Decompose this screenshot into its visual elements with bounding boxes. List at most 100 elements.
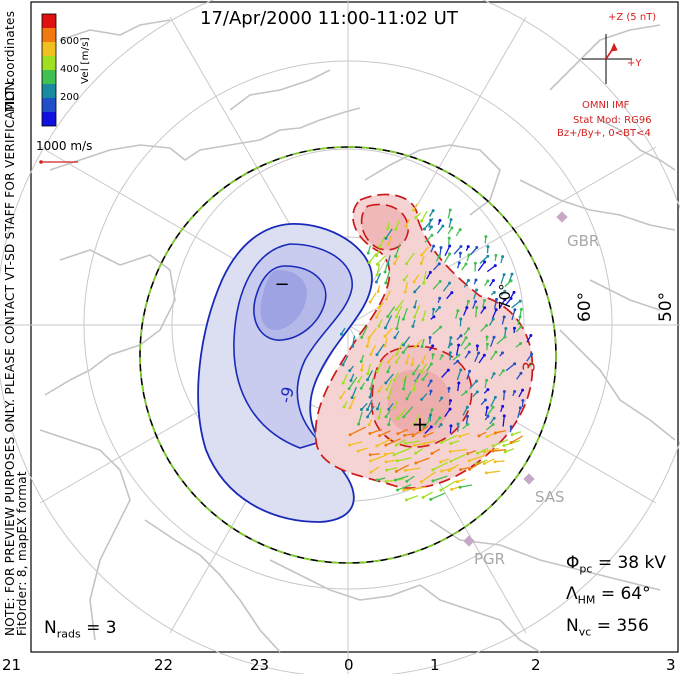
velocity-vector xyxy=(453,246,462,255)
velocity-vector-origin xyxy=(437,262,441,266)
velocity-vector-origin xyxy=(491,423,495,427)
velocity-vector-origin xyxy=(502,389,506,393)
velocity-vector xyxy=(505,448,515,453)
hm-boundary-dashes xyxy=(139,146,557,564)
velocity-vector xyxy=(385,290,391,300)
velocity-vector-origin xyxy=(401,343,405,347)
velocity-vector-origin xyxy=(420,397,424,401)
velocity-vector-origin xyxy=(387,242,391,246)
velocity-vector-origin xyxy=(430,408,434,412)
stat-lambda-symbol: Λ xyxy=(566,584,578,604)
velocity-vector xyxy=(412,364,421,375)
velocity-vector-origin xyxy=(394,360,398,364)
velocity-vector xyxy=(470,247,478,256)
velocity-vector-origin xyxy=(513,389,517,393)
velocity-vector-origin xyxy=(458,434,462,438)
velocity-vector-origin xyxy=(486,414,490,418)
stat-lambda-value: = 64° xyxy=(600,584,651,604)
velocity-vector-origin xyxy=(513,308,517,312)
velocity-vector-origin xyxy=(512,290,516,294)
mlt-tick-22: 22 xyxy=(154,656,174,674)
velocity-vector-origin xyxy=(513,362,517,366)
velocity-vector xyxy=(349,395,357,409)
velocity-vector-origin xyxy=(386,370,390,374)
velocity-vector xyxy=(413,486,427,490)
velocity-vector-origin xyxy=(429,362,433,366)
velocity-vector-origin xyxy=(419,480,423,484)
velocity-vector-origin xyxy=(402,415,406,419)
velocity-vector xyxy=(460,466,471,471)
velocity-vector xyxy=(475,307,478,318)
latitude-label-60: 60° xyxy=(575,291,595,322)
velocity-vector-origin xyxy=(432,315,436,319)
velocity-vector-origin xyxy=(519,325,523,329)
stat-n-vc: Nvc = 356 xyxy=(566,616,649,638)
velocity-vector-origin xyxy=(404,225,408,229)
velocity-vector-origin xyxy=(413,305,417,309)
velocity-vector-origin xyxy=(502,444,506,448)
velocity-vector-origin xyxy=(392,453,396,457)
velocity-vector-origin xyxy=(448,407,452,411)
velocity-vector-origin xyxy=(494,308,498,312)
velocity-vector xyxy=(414,339,423,348)
velocity-vector-origin xyxy=(530,352,534,356)
velocity-vector-origin xyxy=(419,370,423,374)
velocity-vector xyxy=(387,387,393,399)
velocity-vector-origin xyxy=(484,324,488,328)
velocity-vector-origin xyxy=(493,264,497,268)
velocity-vector xyxy=(405,467,421,471)
velocity-vector xyxy=(342,355,349,366)
imf-clock-dial xyxy=(582,34,632,84)
scale-vector-label: 1000 m/s xyxy=(36,139,93,153)
velocity-vector-origin xyxy=(458,485,462,489)
velocity-vector xyxy=(384,260,389,273)
velocity-vector xyxy=(424,431,434,437)
stat-nvc-value: = 356 xyxy=(596,616,649,636)
velocity-vector-origin xyxy=(466,452,470,456)
velocity-vector xyxy=(404,281,409,292)
velocity-vector-origin xyxy=(348,433,352,437)
velocity-vector-origin xyxy=(440,469,444,473)
velocity-vector-origin xyxy=(502,414,506,418)
velocity-vector-origin xyxy=(465,306,469,310)
velocity-vector xyxy=(450,448,467,453)
velocity-vector xyxy=(491,309,497,319)
velocity-vector-origin xyxy=(447,386,451,390)
velocity-vector-origin xyxy=(378,245,382,249)
velocity-vector xyxy=(370,377,374,389)
mlt-tick-2: 2 xyxy=(531,656,541,674)
velocity-vector-origin xyxy=(457,261,461,265)
velocity-vector xyxy=(415,457,430,464)
velocity-vector-origin xyxy=(432,307,436,311)
velocity-vector-origin xyxy=(422,281,426,285)
velocity-vector-origin xyxy=(501,255,505,259)
velocity-vector xyxy=(490,351,497,361)
velocity-vector-origin xyxy=(401,350,405,354)
velocity-vector xyxy=(357,447,368,452)
velocity-vector-origin xyxy=(375,254,379,258)
velocity-vector-origin xyxy=(368,431,372,435)
velocity-vector xyxy=(395,220,400,230)
velocity-vector-origin xyxy=(356,449,360,453)
velocity-vector xyxy=(393,447,411,456)
velocity-vector-origin xyxy=(375,273,379,277)
velocity-vector-origin xyxy=(475,246,479,250)
velocity-vector xyxy=(349,426,367,436)
velocity-vector-origin xyxy=(385,388,389,392)
velocity-vector xyxy=(500,274,505,284)
velocity-vector-origin xyxy=(492,290,496,294)
velocity-vector-origin xyxy=(412,208,416,212)
velocity-vector xyxy=(441,434,458,443)
velocity-vector-origin xyxy=(430,451,434,455)
velocity-vector-origin xyxy=(431,353,435,357)
velocity-vector-origin xyxy=(402,387,406,391)
velocity-vector-origin xyxy=(375,407,379,411)
velocity-vector-origin xyxy=(421,318,425,322)
velocity-vector-origin xyxy=(518,315,522,319)
velocity-vector-origin xyxy=(466,245,470,249)
velocity-vector-origin xyxy=(410,363,414,367)
velocity-vector-origin xyxy=(386,227,390,231)
velocity-vector xyxy=(444,245,451,256)
velocity-vector-origin xyxy=(475,344,479,348)
velocity-vector xyxy=(486,406,494,416)
